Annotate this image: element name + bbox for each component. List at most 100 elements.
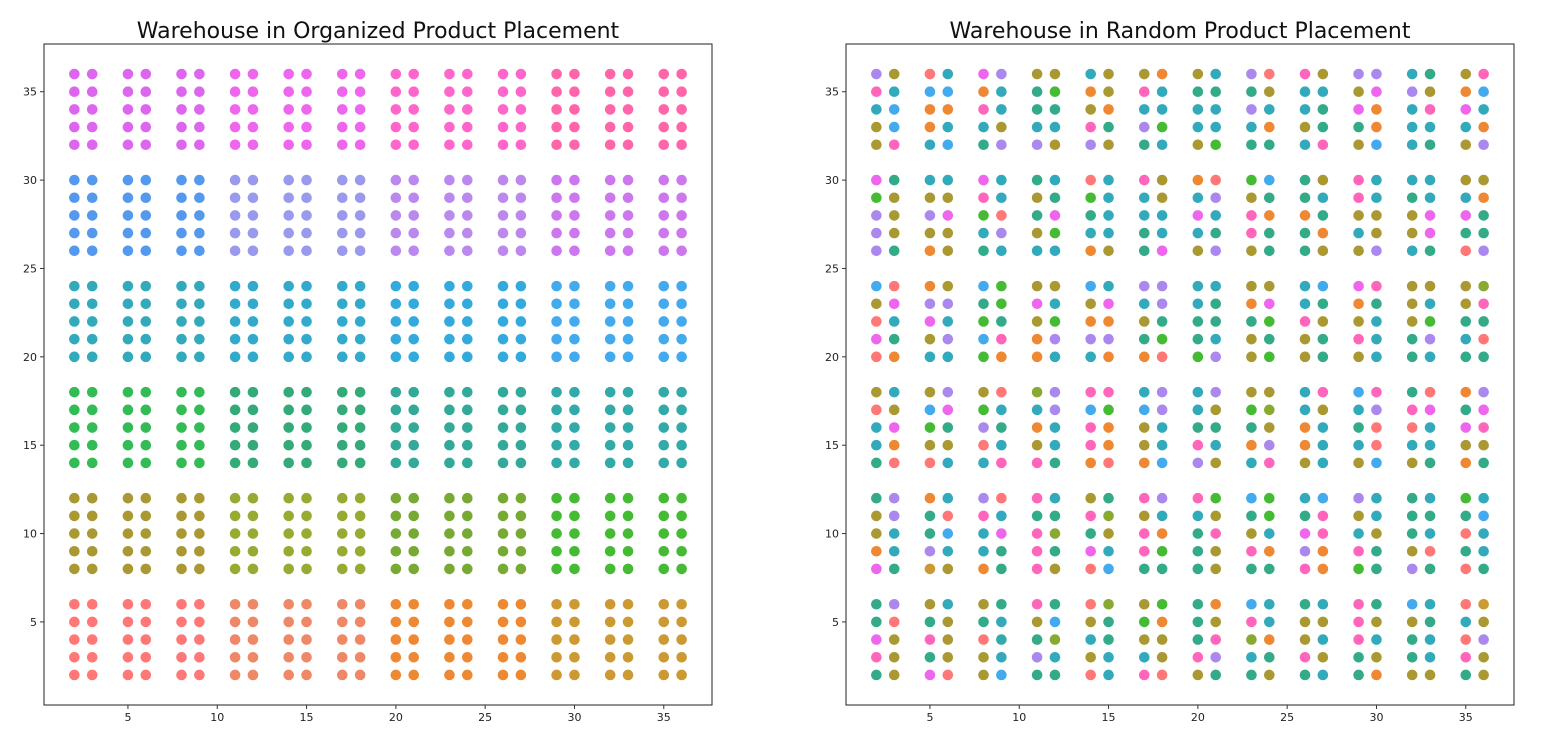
point bbox=[229, 280, 242, 293]
point bbox=[941, 492, 954, 505]
point bbox=[995, 492, 1008, 505]
point bbox=[1263, 651, 1276, 664]
point bbox=[888, 403, 901, 416]
point bbox=[229, 527, 242, 540]
point bbox=[622, 386, 634, 399]
point bbox=[229, 633, 242, 646]
point bbox=[282, 138, 295, 151]
point bbox=[1352, 174, 1365, 186]
point bbox=[550, 545, 563, 558]
point bbox=[68, 350, 81, 363]
point bbox=[514, 138, 527, 151]
point bbox=[336, 651, 349, 664]
point bbox=[139, 103, 152, 116]
point bbox=[870, 333, 883, 346]
point bbox=[870, 297, 883, 310]
point bbox=[1102, 191, 1115, 204]
point bbox=[336, 421, 349, 434]
point bbox=[514, 297, 527, 310]
point bbox=[336, 386, 349, 399]
point bbox=[1299, 209, 1311, 222]
point bbox=[1049, 280, 1061, 293]
point bbox=[657, 439, 670, 452]
point bbox=[514, 633, 527, 646]
point bbox=[1424, 421, 1436, 434]
point bbox=[622, 421, 634, 434]
point bbox=[139, 280, 152, 293]
point bbox=[568, 68, 581, 80]
point bbox=[514, 174, 527, 186]
point bbox=[1459, 456, 1472, 469]
point bbox=[1316, 315, 1329, 328]
point bbox=[550, 121, 563, 133]
point bbox=[122, 280, 134, 293]
point bbox=[1156, 439, 1169, 452]
point bbox=[86, 456, 99, 469]
point bbox=[1316, 492, 1329, 505]
point bbox=[1049, 527, 1061, 540]
point bbox=[86, 545, 99, 558]
point bbox=[86, 68, 99, 80]
point bbox=[995, 669, 1008, 681]
point bbox=[995, 333, 1008, 346]
point bbox=[550, 333, 563, 346]
point bbox=[1084, 68, 1097, 80]
point bbox=[888, 121, 901, 133]
point bbox=[354, 545, 367, 558]
point bbox=[1352, 563, 1365, 575]
point bbox=[336, 227, 349, 240]
point bbox=[1191, 138, 1204, 151]
point bbox=[1209, 651, 1222, 664]
point bbox=[354, 350, 367, 363]
point bbox=[1084, 509, 1097, 522]
point bbox=[1084, 439, 1097, 452]
point bbox=[1370, 421, 1383, 434]
point bbox=[443, 174, 456, 186]
point bbox=[1031, 651, 1044, 664]
point bbox=[229, 103, 242, 116]
point bbox=[514, 492, 527, 505]
point bbox=[497, 403, 509, 416]
point bbox=[888, 244, 901, 257]
point bbox=[336, 174, 349, 186]
point bbox=[1209, 633, 1222, 646]
point bbox=[1370, 333, 1383, 346]
point bbox=[977, 456, 990, 469]
point bbox=[461, 85, 474, 98]
point bbox=[1049, 616, 1061, 628]
point bbox=[1299, 297, 1311, 310]
point bbox=[995, 350, 1008, 363]
point bbox=[924, 386, 936, 399]
point bbox=[1352, 386, 1365, 399]
point bbox=[497, 280, 509, 293]
point bbox=[924, 138, 936, 151]
point bbox=[1459, 563, 1472, 575]
point bbox=[941, 350, 954, 363]
point bbox=[300, 121, 313, 133]
point bbox=[941, 633, 954, 646]
point bbox=[300, 509, 313, 522]
point bbox=[977, 527, 990, 540]
point bbox=[247, 616, 259, 628]
point bbox=[86, 280, 99, 293]
point bbox=[1263, 669, 1276, 681]
point bbox=[1191, 669, 1204, 681]
point bbox=[1156, 403, 1169, 416]
point bbox=[1049, 174, 1061, 186]
point bbox=[1299, 280, 1311, 293]
point bbox=[300, 439, 313, 452]
point bbox=[1352, 315, 1365, 328]
point bbox=[924, 616, 936, 628]
point bbox=[461, 174, 474, 186]
point bbox=[1299, 651, 1311, 664]
point bbox=[497, 209, 509, 222]
point bbox=[175, 333, 188, 346]
point bbox=[1424, 280, 1436, 293]
point bbox=[977, 403, 990, 416]
point bbox=[1370, 191, 1383, 204]
point bbox=[497, 191, 509, 204]
point bbox=[282, 209, 295, 222]
point bbox=[1191, 456, 1204, 469]
y-tick-label: 35 bbox=[825, 86, 839, 99]
y-tick-label: 10 bbox=[23, 528, 37, 541]
